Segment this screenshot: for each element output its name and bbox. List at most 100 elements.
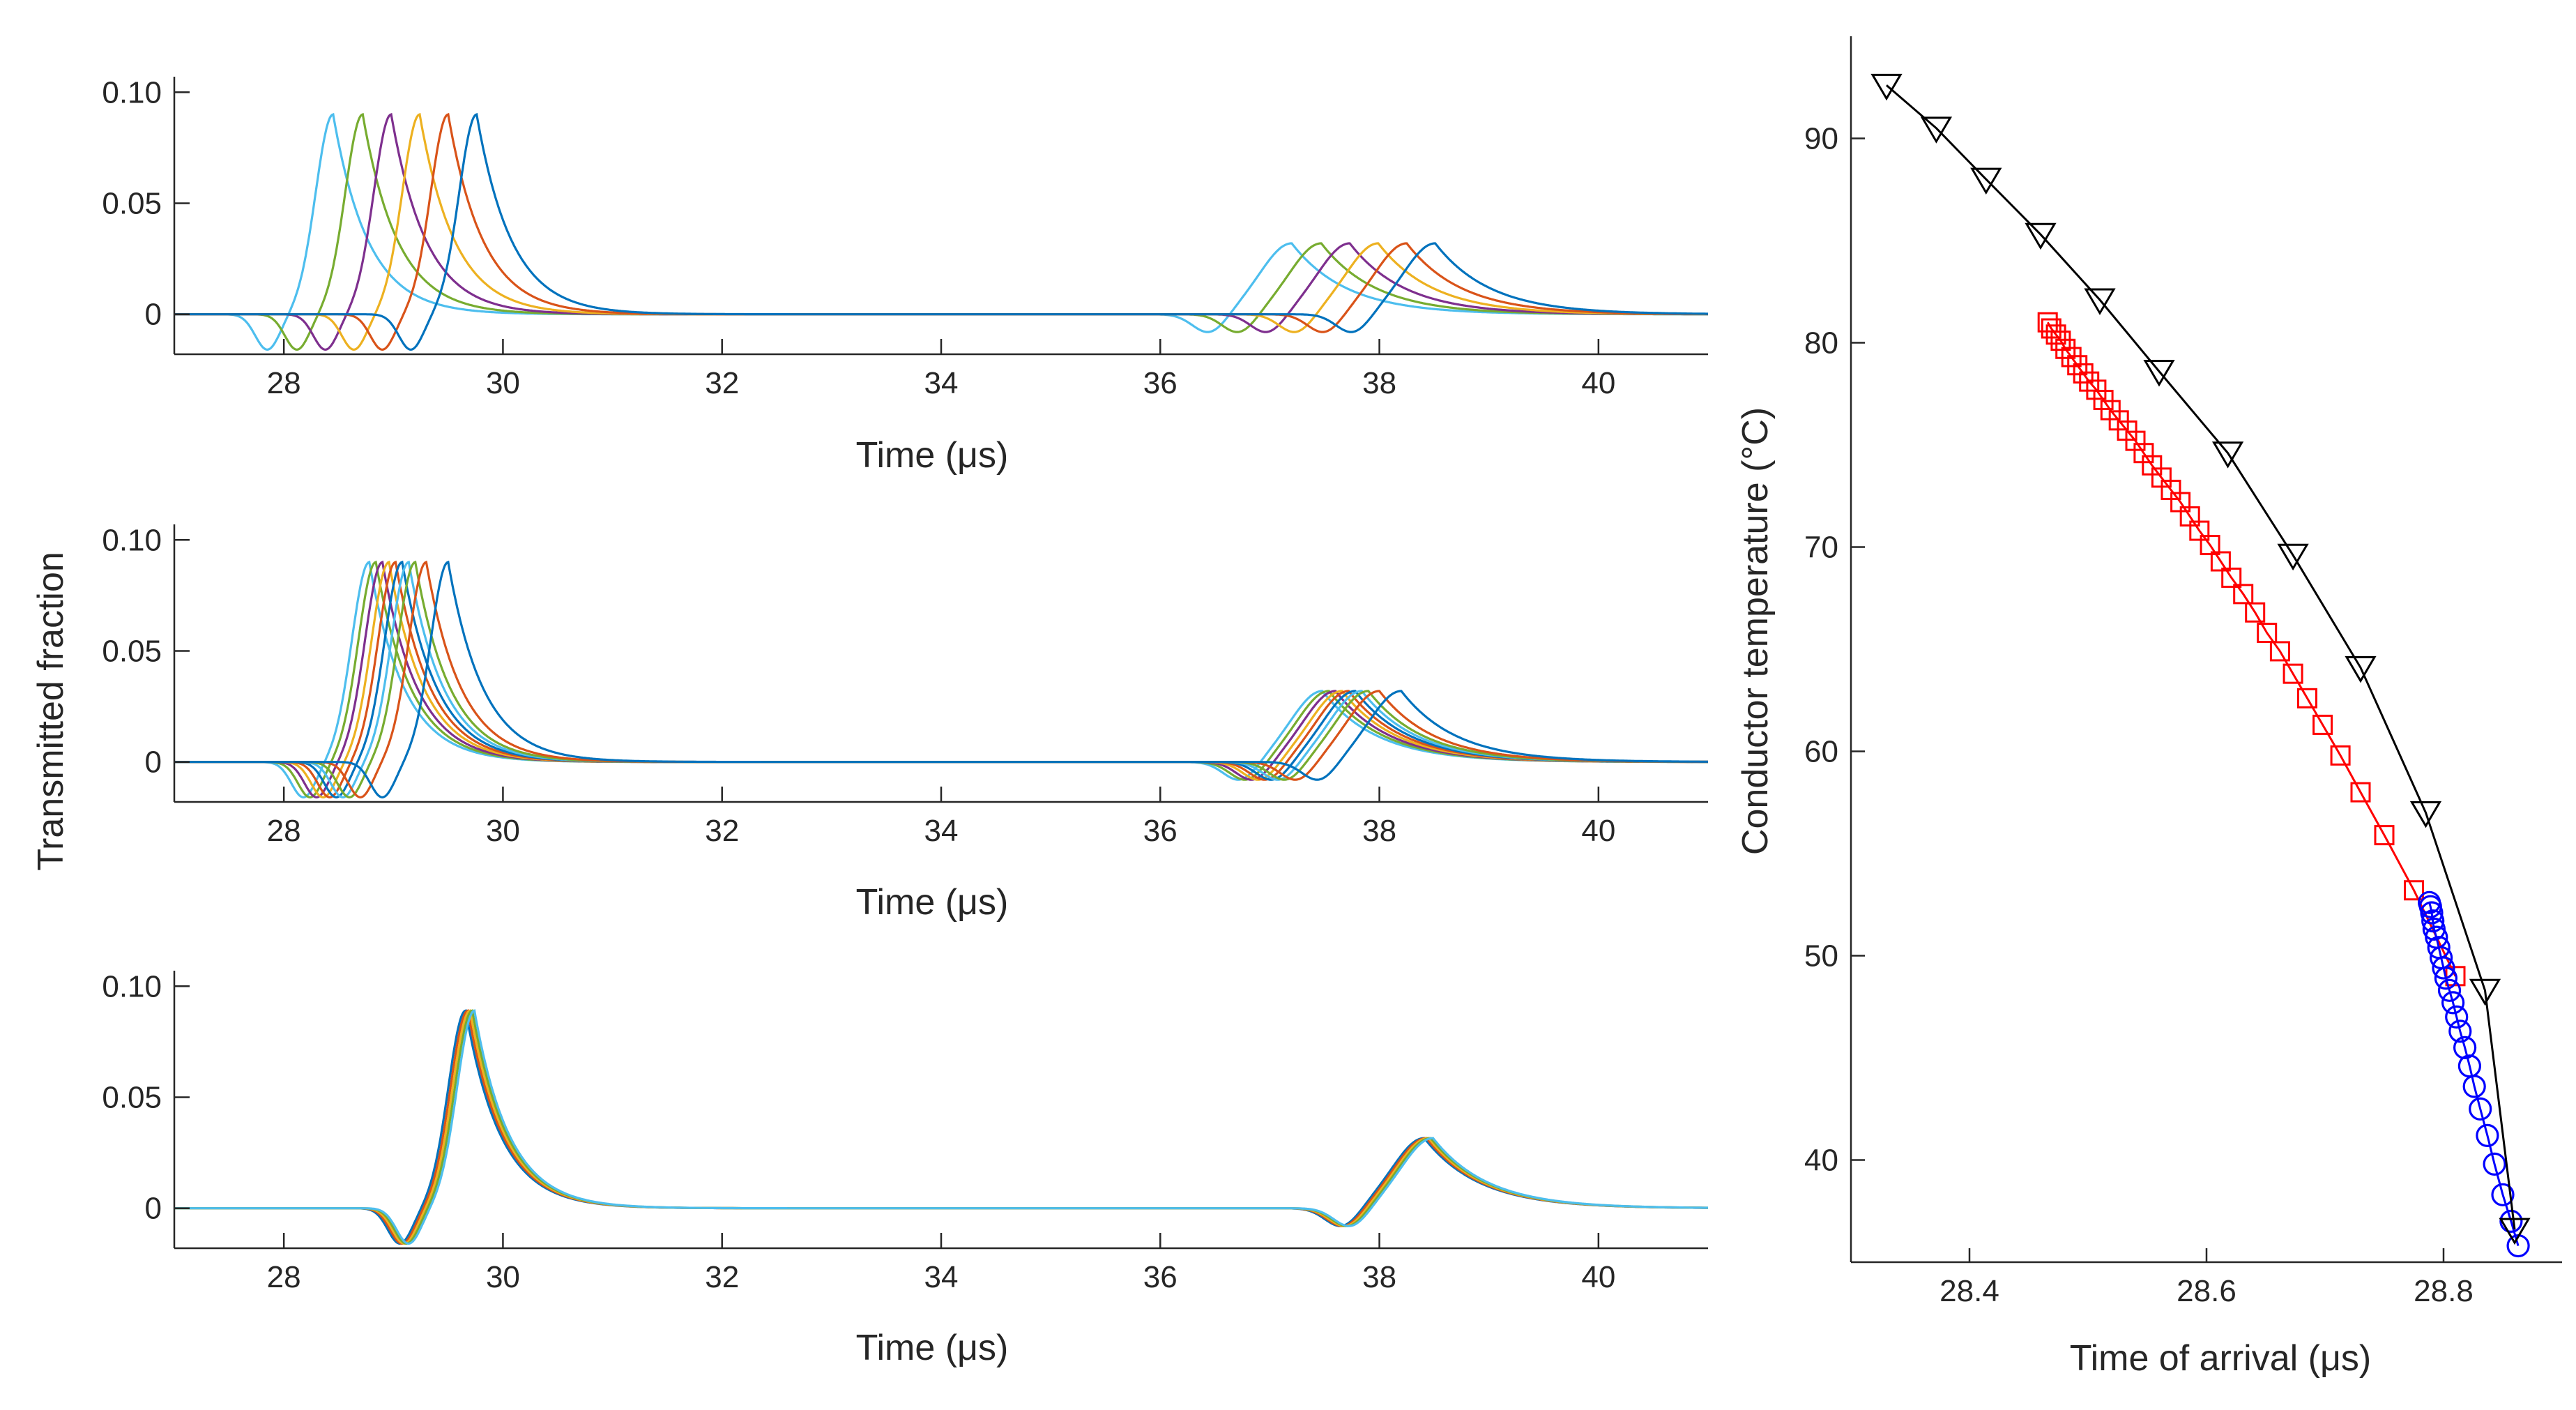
series-group bbox=[174, 112, 1708, 351]
x-tick-label: 32 bbox=[705, 814, 739, 848]
data-point-square bbox=[2269, 641, 2290, 662]
data-point-circle bbox=[2499, 1209, 2523, 1234]
data-point-circle bbox=[2432, 956, 2455, 980]
series-line-series-10 bbox=[174, 560, 1708, 799]
data-point-triangle bbox=[2211, 441, 2244, 469]
x-tick-label: 30 bbox=[486, 814, 520, 848]
data-point-triangle bbox=[2084, 288, 2116, 315]
y-tick-label: 0 bbox=[145, 298, 162, 332]
data-point-circle bbox=[2448, 1019, 2472, 1043]
data-point-square bbox=[2312, 714, 2333, 735]
data-point-circle bbox=[2437, 978, 2462, 1002]
data-point-square bbox=[2282, 663, 2303, 684]
data-point-circle bbox=[2462, 1075, 2486, 1098]
x-tick-label: 40 bbox=[1581, 814, 1615, 848]
data-point-square bbox=[2093, 390, 2114, 411]
y-tick-label: 0.05 bbox=[102, 1080, 162, 1114]
data-point-triangle bbox=[1970, 167, 2002, 195]
data-point-triangle bbox=[1920, 116, 1953, 144]
data-point-circle bbox=[2445, 1005, 2469, 1029]
x-tick-label: 40 bbox=[1581, 1260, 1615, 1294]
data-point-circle bbox=[2441, 991, 2465, 1015]
x-tick-label: 38 bbox=[1362, 366, 1396, 400]
series-line-series-6 bbox=[174, 112, 1708, 351]
x-tick-label: 30 bbox=[486, 1260, 520, 1294]
y-tick-label: 40 bbox=[1804, 1144, 1838, 1178]
data-point-circle bbox=[2421, 909, 2445, 933]
y-tick-label: 0.10 bbox=[102, 969, 162, 1003]
data-point-triangle bbox=[2469, 978, 2501, 1006]
x-tick-label: 32 bbox=[705, 1260, 739, 1294]
x-tick-label: 34 bbox=[924, 1260, 959, 1294]
panel-top-left: Time (μs) 28 30 32 34 36 38 40 0 0.05 0.10 bbox=[102, 75, 1708, 476]
data-point-triangle bbox=[2277, 543, 2309, 571]
x-tick-label: 28.6 bbox=[2177, 1274, 2236, 1308]
panel-right: Time of arrival (μs) Conductor temperatu… bbox=[1735, 36, 2562, 1379]
x-tick-label: 38 bbox=[1362, 1260, 1396, 1294]
data-point-triangle bbox=[2409, 801, 2442, 828]
x-tick-label: 40 bbox=[1581, 366, 1615, 400]
y-tick-label: 0.10 bbox=[102, 523, 162, 557]
data-point-square bbox=[2350, 782, 2371, 803]
series-group bbox=[174, 560, 1708, 799]
panel-bottom-left: Time (μs) 28 30 32 34 36 38 40 0 0.05 0.10 bbox=[102, 969, 1708, 1368]
data-point-triangle bbox=[2025, 222, 2057, 250]
data-point-triangle bbox=[2143, 360, 2175, 387]
y-tick-label: 0.05 bbox=[102, 634, 162, 668]
x-tick-label: 34 bbox=[924, 366, 959, 400]
x-axis-label: Time (μs) bbox=[856, 435, 1009, 476]
data-point-circle bbox=[2483, 1152, 2506, 1176]
x-axis-label: Time (μs) bbox=[856, 1328, 1009, 1368]
data-point-triangle bbox=[2499, 1218, 2531, 1245]
panel-middle-left: Time (μs) Transmitted fraction 28 30 32 34 3… bbox=[31, 523, 1708, 923]
data-point-square bbox=[2257, 623, 2278, 644]
x-tick-label: 30 bbox=[486, 366, 520, 400]
data-point-square bbox=[2297, 688, 2317, 708]
y-tick-label: 70 bbox=[1804, 531, 1838, 565]
data-point-triangle bbox=[2345, 655, 2377, 683]
series-line-series-5 bbox=[174, 1009, 1708, 1245]
data-point-square bbox=[2200, 535, 2220, 556]
y-tick-label: 0 bbox=[145, 1192, 162, 1226]
data-point-circle bbox=[2434, 966, 2457, 990]
y-tick-label: 50 bbox=[1804, 939, 1838, 973]
x-tick-label: 32 bbox=[705, 366, 739, 400]
data-point-square bbox=[2374, 825, 2395, 846]
data-point-triangle bbox=[1870, 73, 1903, 101]
x-tick-label: 34 bbox=[924, 814, 959, 848]
data-point-square bbox=[2245, 602, 2266, 623]
y-tick-label: 0.10 bbox=[102, 75, 162, 109]
x-tick-label: 28 bbox=[267, 366, 301, 400]
data-point-circle bbox=[2476, 1123, 2499, 1147]
y-tick-label: 80 bbox=[1804, 326, 1838, 361]
y-tick-label: 90 bbox=[1804, 122, 1838, 156]
data-point-square bbox=[2210, 551, 2231, 572]
x-tick-label: 28 bbox=[267, 814, 301, 848]
data-point-square bbox=[2189, 520, 2210, 541]
x-tick-label: 36 bbox=[1143, 366, 1178, 400]
data-point-square bbox=[2404, 880, 2424, 901]
x-tick-label: 36 bbox=[1143, 814, 1178, 848]
y-axis-label: Transmitted fraction bbox=[31, 552, 71, 871]
x-tick-label: 28.8 bbox=[2414, 1274, 2474, 1308]
data-point-circle bbox=[2469, 1097, 2492, 1121]
data-point-square bbox=[2221, 567, 2242, 588]
y-axis-label: Conductor temperature (°C) bbox=[1735, 407, 1776, 855]
y-tick-label: 60 bbox=[1804, 735, 1838, 769]
x-tick-label: 38 bbox=[1362, 814, 1396, 848]
data-point-circle bbox=[2420, 901, 2444, 925]
data-point-circle bbox=[2453, 1036, 2477, 1059]
x-axis-label: Time (μs) bbox=[856, 882, 1009, 923]
y-tick-label: 0 bbox=[145, 745, 162, 780]
x-tick-label: 28.4 bbox=[1939, 1274, 1999, 1308]
data-point-square bbox=[2330, 745, 2351, 766]
data-point-square bbox=[2233, 584, 2254, 605]
data-point-circle bbox=[2491, 1183, 2515, 1206]
x-axis-label: Time of arrival (μs) bbox=[2070, 1338, 2372, 1379]
data-point-square bbox=[2086, 379, 2107, 400]
series-line-triangles bbox=[1886, 84, 2516, 1230]
x-tick-label: 36 bbox=[1143, 1260, 1178, 1294]
x-tick-label: 28 bbox=[267, 1260, 301, 1294]
